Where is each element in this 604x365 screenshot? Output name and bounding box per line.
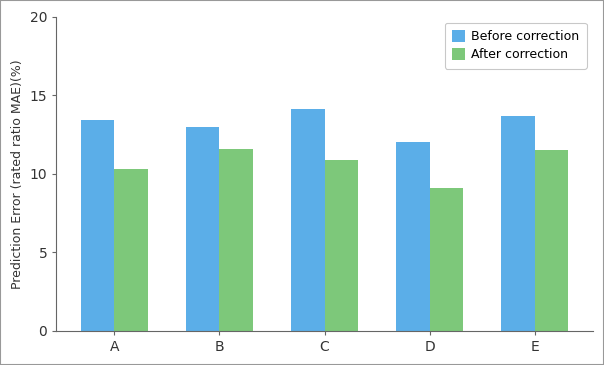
Bar [186, 127, 219, 331]
Bar [324, 160, 358, 331]
Bar [396, 142, 429, 331]
Y-axis label: Prediction Error (rated ratio MAE)(%): Prediction Error (rated ratio MAE)(%) [11, 59, 24, 289]
Bar [81, 120, 114, 331]
Bar [535, 150, 568, 331]
Bar [501, 116, 535, 331]
Legend: Before correction, After correction: Before correction, After correction [445, 23, 586, 69]
Bar [114, 169, 148, 331]
Bar [219, 149, 253, 331]
Bar [429, 188, 463, 331]
Bar [291, 109, 324, 331]
